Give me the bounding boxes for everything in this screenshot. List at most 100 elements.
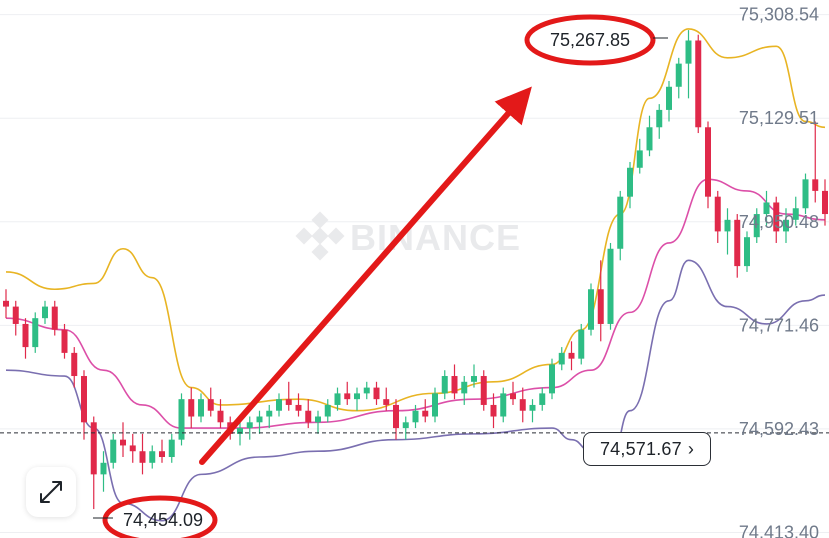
candle-body xyxy=(334,393,341,405)
candle-body xyxy=(363,387,370,394)
candle-body xyxy=(344,393,351,400)
candle-body xyxy=(12,306,19,324)
candle xyxy=(705,121,711,209)
candle xyxy=(412,404,419,429)
candle xyxy=(207,387,214,417)
candle-body xyxy=(695,40,702,128)
candle-body xyxy=(607,248,614,324)
candle-body xyxy=(207,399,214,411)
candle xyxy=(100,451,107,492)
candle-body xyxy=(139,451,146,463)
candle xyxy=(363,381,370,400)
candle-body xyxy=(432,393,438,417)
candle xyxy=(81,370,87,440)
y-tick-label: 74,771.46 xyxy=(739,315,819,335)
candle xyxy=(597,260,604,342)
high-circle xyxy=(524,14,656,66)
candle xyxy=(22,318,29,359)
candle-body xyxy=(802,179,809,209)
candle-body xyxy=(422,410,429,417)
candle xyxy=(734,214,741,278)
candle xyxy=(792,196,799,226)
candle-body xyxy=(51,306,58,330)
candle xyxy=(578,323,585,365)
candle xyxy=(383,387,390,411)
candle xyxy=(812,121,819,203)
candle xyxy=(441,370,448,400)
candle-body xyxy=(61,329,68,353)
candle xyxy=(519,387,526,423)
candle xyxy=(500,387,507,423)
candle xyxy=(129,433,136,463)
candle-body xyxy=(276,399,282,411)
candle-body xyxy=(471,376,477,382)
candle-body xyxy=(490,404,497,417)
candle-body xyxy=(480,376,487,405)
candle xyxy=(549,358,555,400)
candle xyxy=(334,387,341,411)
candle xyxy=(461,376,468,405)
candle-body xyxy=(110,439,117,463)
candle-body xyxy=(305,410,312,423)
candle-body xyxy=(120,439,126,446)
candle-body xyxy=(256,416,263,423)
candle-body xyxy=(315,416,321,423)
candle xyxy=(149,445,156,469)
candle-body xyxy=(783,219,789,232)
expand-button[interactable] xyxy=(26,467,76,517)
candle xyxy=(422,399,429,423)
candle-body xyxy=(714,196,721,232)
candle-body xyxy=(451,376,458,394)
candle-body xyxy=(773,202,780,232)
candle xyxy=(344,381,351,405)
candle-body xyxy=(753,214,760,238)
candle xyxy=(636,138,643,174)
candle xyxy=(305,399,312,429)
candle xyxy=(822,179,828,226)
candle xyxy=(110,433,117,469)
candle-body xyxy=(32,318,39,348)
candle-body xyxy=(217,410,224,423)
candle xyxy=(285,381,292,411)
candle xyxy=(217,399,224,429)
candle-body xyxy=(129,445,136,452)
candle xyxy=(373,381,380,405)
candle xyxy=(120,422,126,458)
candle xyxy=(724,208,731,255)
candle xyxy=(159,439,165,463)
candle xyxy=(744,231,750,272)
candle xyxy=(32,312,39,353)
annotations: 75,267.85 74,454.09 xyxy=(93,14,668,538)
candle xyxy=(568,341,575,371)
candle xyxy=(432,387,438,423)
candle-body xyxy=(822,190,828,215)
candle-body xyxy=(3,300,9,307)
candle xyxy=(51,300,58,336)
candle xyxy=(12,300,19,336)
y-tick-label: 74,413.40 xyxy=(739,522,819,538)
candle-body xyxy=(519,399,526,411)
candle-body xyxy=(246,422,253,429)
chevron-right-icon: › xyxy=(687,438,695,459)
candle-body xyxy=(402,422,409,429)
candle-body xyxy=(324,404,331,417)
candle-body xyxy=(441,376,448,394)
candle xyxy=(71,347,78,388)
candle xyxy=(178,393,185,446)
candle-body xyxy=(558,352,565,365)
candle-body xyxy=(90,422,97,475)
candle xyxy=(627,161,633,209)
candle xyxy=(188,387,195,429)
binance-logo-icon xyxy=(295,211,345,261)
candle-body xyxy=(188,399,195,417)
candle xyxy=(558,347,565,371)
candle-body xyxy=(539,393,546,405)
candle xyxy=(451,364,458,400)
candle xyxy=(276,393,282,417)
candle xyxy=(266,404,273,429)
candle xyxy=(315,410,321,434)
current-price-tag[interactable]: 74,571.67 › xyxy=(583,432,711,466)
candle-body xyxy=(81,376,87,423)
candle-body xyxy=(168,439,175,458)
